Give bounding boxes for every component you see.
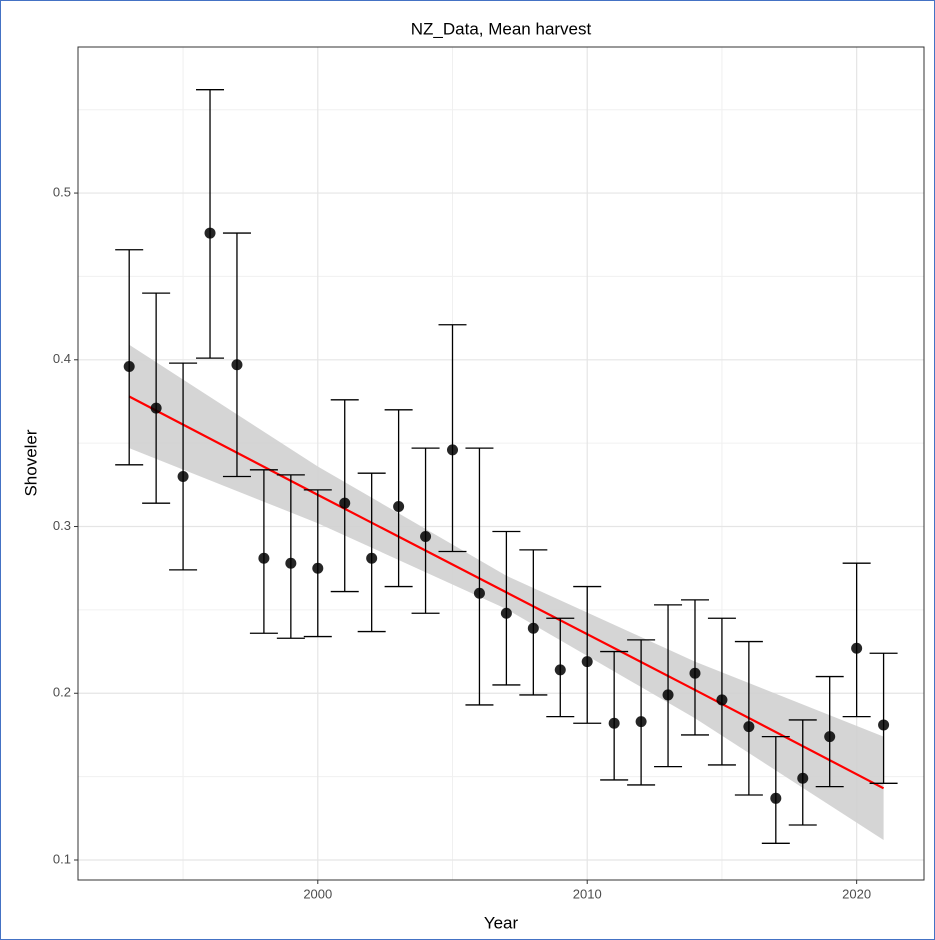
y-tick-label: 0.3 [53,518,71,533]
error-bar [465,447,494,706]
error-bar [142,292,171,504]
error-bar [788,719,817,826]
error-bar [357,472,386,633]
data-point [797,772,809,784]
data-point [123,360,135,372]
data-point [581,656,593,668]
error-bar [654,604,683,768]
data-point [851,642,863,654]
data-point [824,731,836,743]
error-bar [573,585,602,724]
error-bar [196,89,225,359]
y-tick-label: 0.4 [53,351,71,366]
error-bar [680,599,709,736]
data-point [150,402,162,414]
data-point [204,227,216,239]
error-bar [222,232,251,478]
data-point [285,557,297,569]
data-point [527,622,539,634]
x-tick-label: 2010 [573,886,602,901]
data-point [258,552,270,564]
x-tick-label: 2000 [303,886,332,901]
data-point [473,587,485,599]
y-tick-label: 0.5 [53,184,71,199]
data-point [447,444,459,456]
data-point [743,721,755,733]
x-tick-label: 2020 [842,886,871,901]
error-bar [115,249,144,466]
data-point [878,719,890,731]
error-bar [869,652,898,784]
data-point [500,607,512,619]
error-bar [276,474,305,639]
error-bar [519,549,548,696]
error-bar [438,324,467,553]
data-point [662,689,674,701]
data-point [554,664,566,676]
data-point [393,501,405,513]
error-bar [761,735,790,844]
data-point [608,717,620,729]
data-point [635,716,647,728]
error-bar [384,409,413,588]
data-point [177,471,189,483]
plot-border [77,46,925,881]
data-point [770,792,782,804]
error-bar [411,447,440,614]
chart-title: NZ_Data, Mean harvest [411,19,592,38]
error-bar [169,362,198,571]
data-point [366,552,378,564]
error-bar [842,562,871,718]
error-bar [707,617,736,766]
y-axis-title: Shoveler [21,429,40,496]
data-point [716,694,728,706]
error-bar [734,640,763,796]
error-bar [330,399,359,593]
error-bar [600,650,629,781]
data-point [312,562,324,574]
data-point [420,531,432,543]
x-axis-title: Year [484,913,519,932]
error-bar [627,639,656,786]
data-point [339,497,351,509]
error-bar [249,469,278,634]
data-point [689,667,701,679]
y-tick-label: 0.1 [53,851,71,866]
y-tick-label: 0.2 [53,685,71,700]
data-point [231,359,243,371]
